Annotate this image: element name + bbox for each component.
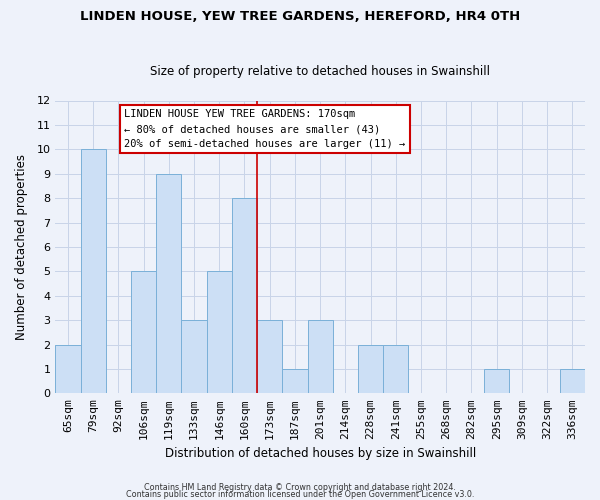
- Text: Contains HM Land Registry data © Crown copyright and database right 2024.: Contains HM Land Registry data © Crown c…: [144, 484, 456, 492]
- Bar: [560, 369, 585, 394]
- Bar: [206, 272, 232, 394]
- Bar: [55, 344, 80, 394]
- Bar: [257, 320, 283, 394]
- Text: LINDEN HOUSE YEW TREE GARDENS: 170sqm
← 80% of detached houses are smaller (43)
: LINDEN HOUSE YEW TREE GARDENS: 170sqm ← …: [124, 110, 406, 149]
- Bar: [232, 198, 257, 394]
- Bar: [358, 344, 383, 394]
- Text: LINDEN HOUSE, YEW TREE GARDENS, HEREFORD, HR4 0TH: LINDEN HOUSE, YEW TREE GARDENS, HEREFORD…: [80, 10, 520, 23]
- Text: Contains public sector information licensed under the Open Government Licence v3: Contains public sector information licen…: [126, 490, 474, 499]
- Title: Size of property relative to detached houses in Swainshill: Size of property relative to detached ho…: [150, 66, 490, 78]
- Bar: [308, 320, 333, 394]
- Y-axis label: Number of detached properties: Number of detached properties: [15, 154, 28, 340]
- Bar: [156, 174, 181, 394]
- X-axis label: Distribution of detached houses by size in Swainshill: Distribution of detached houses by size …: [164, 447, 476, 460]
- Bar: [383, 344, 409, 394]
- Bar: [283, 369, 308, 394]
- Bar: [484, 369, 509, 394]
- Bar: [181, 320, 206, 394]
- Bar: [131, 272, 156, 394]
- Bar: [80, 150, 106, 394]
